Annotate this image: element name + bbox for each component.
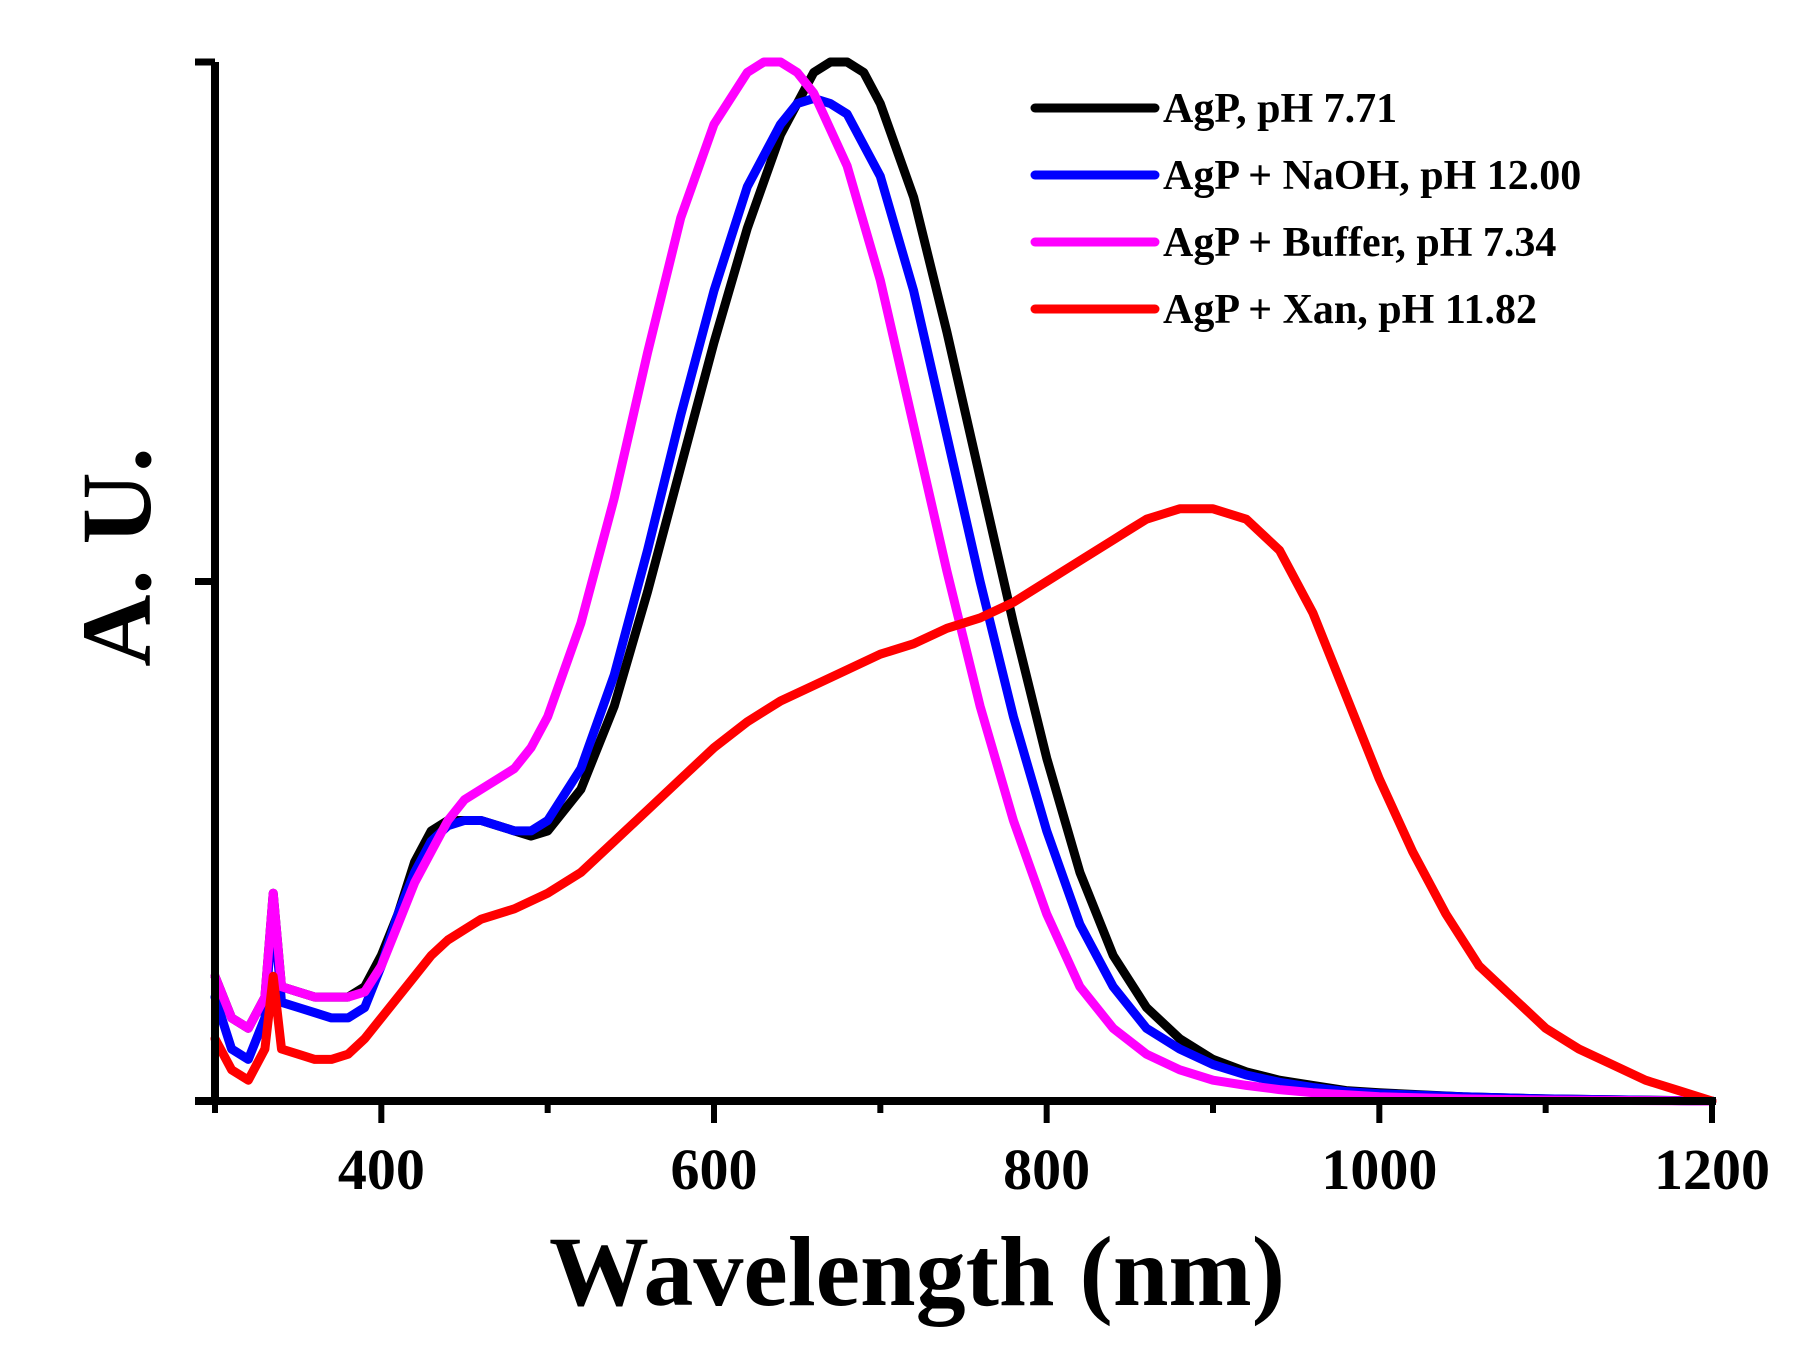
series-line-3 (210, 57, 1717, 1106)
axes-layer: 400 600 800 1000 1200 (195, 58, 1770, 1202)
legend-label-1: AgP, pH 7.71 (1163, 86, 1397, 132)
x-tick-label-600: 600 (671, 1137, 758, 1202)
x-tick-label-1200: 1200 (1654, 1137, 1770, 1202)
x-tick-label-1000: 1000 (1321, 1137, 1437, 1202)
y-axis-label: A. U. (61, 447, 172, 666)
legend: AgP, pH 7.71 AgP + NaOH, pH 12.00 AgP + Bu… (1030, 86, 1581, 333)
legend-label-4: AgP + Xan, pH 11.82 (1163, 287, 1537, 333)
legend-label-3: AgP + Buffer, pH 7.34 (1163, 220, 1556, 266)
series-layer (210, 57, 1717, 1106)
series-line-2 (210, 93, 1717, 1106)
series-line-4 (210, 504, 1717, 1106)
x-tick-label-400: 400 (338, 1137, 425, 1202)
legend-label-2: AgP + NaOH, pH 12.00 (1163, 153, 1581, 199)
x-tick-label-800: 800 (1003, 1137, 1090, 1202)
x-axis-label: Wavelength (nm) (549, 1216, 1285, 1327)
